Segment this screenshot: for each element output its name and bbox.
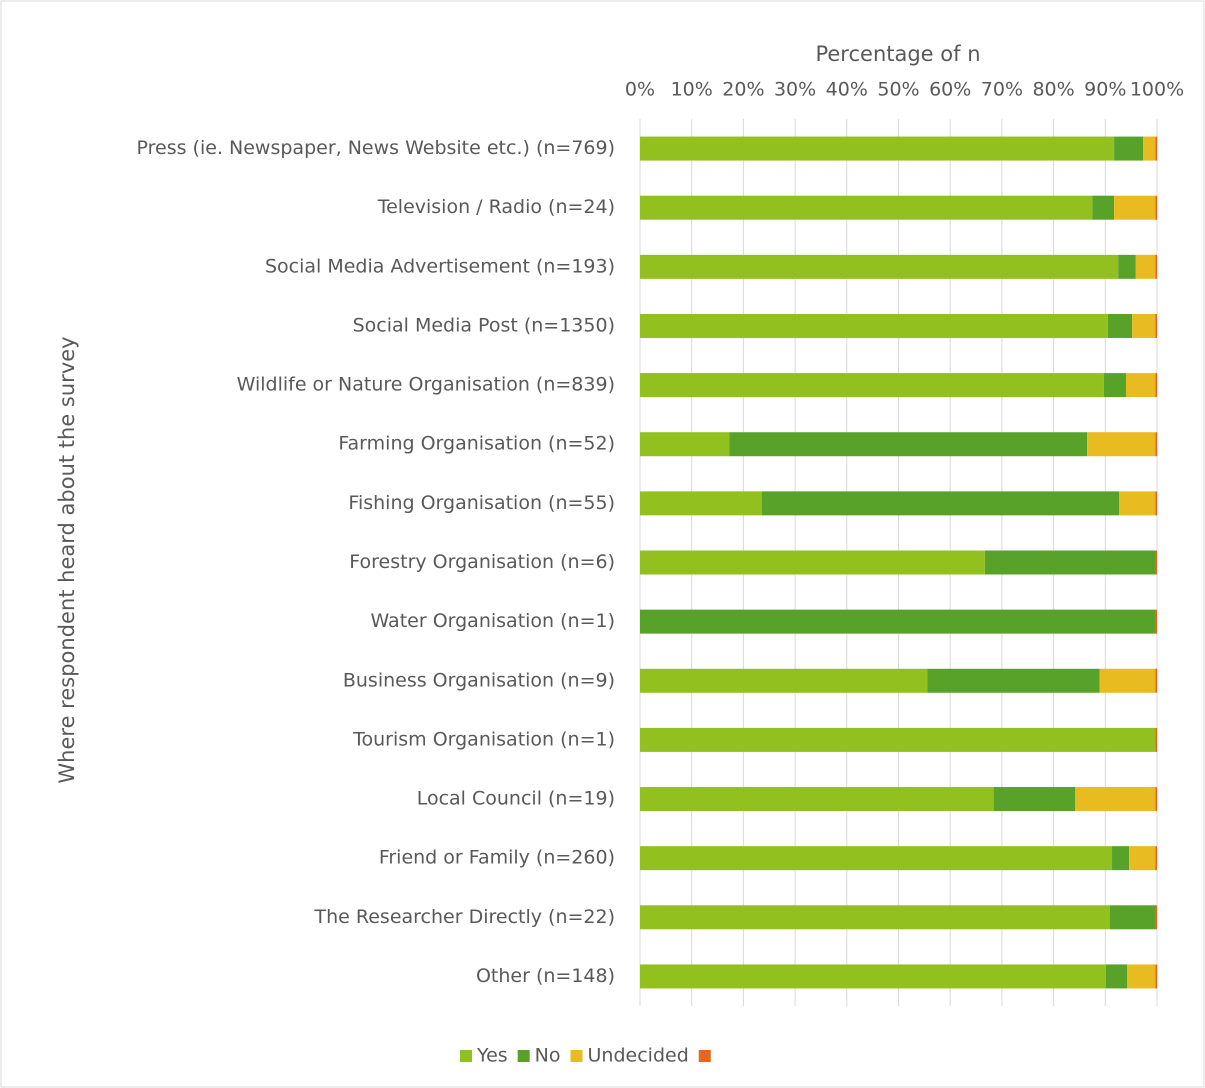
y-tick-label: The Researcher Directly (n=22) <box>314 906 615 928</box>
bar-segment <box>1109 905 1156 930</box>
bar-segment <box>1125 373 1156 398</box>
bar-segment <box>1155 550 1157 575</box>
bar-segment <box>640 846 1113 871</box>
bar-segment <box>1155 609 1157 634</box>
x-tick-label: 40% <box>826 79 868 101</box>
bar-segment <box>993 787 1076 812</box>
bar-segment <box>1155 846 1157 871</box>
bar-segment <box>1155 905 1157 930</box>
bar-segment <box>1155 964 1157 989</box>
bar-segment <box>1119 491 1156 516</box>
bar-segment <box>1155 432 1157 457</box>
bar-segment <box>1129 846 1156 871</box>
bar-segment <box>640 491 763 516</box>
y-tick-label: Forestry Organisation (n=6) <box>349 551 615 573</box>
y-tick-label: Business Organisation (n=9) <box>343 669 615 691</box>
bar-segment <box>1155 787 1157 812</box>
x-tick-label: 80% <box>1032 79 1074 101</box>
y-tick-label: Wildlife or Nature Organisation (n=839) <box>237 374 615 396</box>
x-tick-label: 50% <box>877 79 919 101</box>
y-tick-label: Social Media Advertisement (n=193) <box>265 255 615 277</box>
y-tick-label: Social Media Post (n=1350) <box>353 314 615 336</box>
bar-segment <box>640 727 1156 752</box>
x-tick-label: 0% <box>625 79 655 101</box>
y-tick-label: Tourism Organisation (n=1) <box>352 728 615 750</box>
bar-segment <box>1155 195 1157 220</box>
bar-segment <box>1127 964 1156 989</box>
x-tick-label: 70% <box>981 79 1023 101</box>
legend-swatch <box>570 1050 583 1062</box>
legend-swatch <box>698 1050 711 1062</box>
bar-segment <box>1132 313 1156 338</box>
y-tick-label: Water Organisation (n=1) <box>370 610 615 632</box>
bar-segment <box>1112 846 1130 871</box>
bar-segment <box>1092 195 1115 220</box>
bar-segment <box>1155 136 1157 161</box>
bar-segment <box>1155 313 1157 338</box>
bar-segment <box>1099 668 1156 693</box>
bar-segment <box>640 609 1156 634</box>
bar-segment <box>640 905 1110 930</box>
bar-segment <box>1105 964 1128 989</box>
bar-segment <box>1155 727 1157 752</box>
bar-segment <box>1114 136 1144 161</box>
y-tick-label: Television / Radio (n=24) <box>377 196 615 218</box>
y-tick-label: Farming Organisation (n=52) <box>338 433 615 455</box>
legend-label: Yes <box>476 1045 508 1067</box>
y-tick-label: Fishing Organisation (n=55) <box>348 492 615 514</box>
bar-segment <box>640 550 985 575</box>
bar-segment <box>640 668 928 693</box>
x-axis-title: Percentage of n <box>815 42 980 66</box>
bar-segment <box>984 550 1156 575</box>
bar-segment <box>640 432 730 457</box>
bar-segment <box>640 136 1115 161</box>
bar-segment <box>1075 787 1156 812</box>
bar-segment <box>640 964 1106 989</box>
bar-segment <box>1143 136 1156 161</box>
bar-segment <box>1118 254 1136 279</box>
y-axis-title: Where respondent heard about the survey <box>55 336 79 783</box>
legend-swatch <box>517 1050 530 1062</box>
bar-segment <box>729 432 1088 457</box>
legend-label: Undecided <box>588 1045 689 1067</box>
bar-segment <box>1155 491 1157 516</box>
bar-segment <box>640 195 1093 220</box>
x-tick-label: 90% <box>1084 79 1126 101</box>
bar-segment <box>1155 373 1157 398</box>
bar-segment <box>1155 668 1157 693</box>
y-tick-label: Press (ie. Newspaper, News Website etc.)… <box>137 137 615 159</box>
y-tick-label: Other (n=148) <box>476 965 615 987</box>
bar-segment <box>640 373 1104 398</box>
bar-segment <box>1114 195 1156 220</box>
bar-segment <box>1107 313 1133 338</box>
bar-segment <box>762 491 1120 516</box>
bar-segment <box>640 313 1108 338</box>
bar-segment <box>640 787 994 812</box>
x-tick-label: 10% <box>671 79 713 101</box>
bar-segment <box>1155 254 1157 279</box>
legend-label: No <box>535 1045 561 1067</box>
x-tick-label: 100% <box>1130 79 1184 101</box>
bar-segment <box>1135 254 1156 279</box>
y-tick-label: Local Council (n=19) <box>417 788 615 810</box>
x-tick-label: 20% <box>722 79 764 101</box>
x-tick-label: 30% <box>774 79 816 101</box>
x-tick-label: 60% <box>929 79 971 101</box>
bar-segment <box>927 668 1100 693</box>
bar-segment <box>1087 432 1156 457</box>
legend-swatch <box>460 1050 472 1062</box>
bar-segment <box>1103 373 1126 398</box>
bar-segment <box>640 254 1119 279</box>
y-tick-label: Friend or Family (n=260) <box>379 847 615 869</box>
